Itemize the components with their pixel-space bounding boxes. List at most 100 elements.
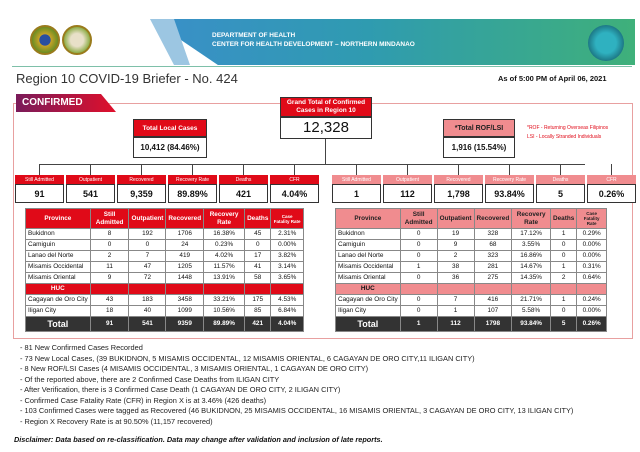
- stat-value: 1: [332, 184, 381, 203]
- tree-connector: [560, 164, 561, 175]
- table-cell: 4.04%: [270, 316, 304, 332]
- table-cell: 36: [436, 272, 475, 284]
- local-cases-label: Total Local Cases: [133, 119, 207, 137]
- table-cell: Misamis Oriental: [25, 272, 91, 284]
- table-cell: 0: [244, 239, 272, 251]
- table-cell: Iligan City: [25, 305, 91, 317]
- org-line2: CENTER FOR HEALTH DEVELOPMENT – NORTHERN…: [212, 41, 415, 48]
- table-cell: 192: [128, 228, 167, 240]
- tree-connector: [39, 164, 40, 175]
- stat-box: Recovery Rate 93.84%: [485, 175, 534, 203]
- huc-label: HUC: [25, 283, 91, 295]
- column-header: Case Fatality Rate: [576, 208, 607, 229]
- org-line1: DEPARTMENT OF HEALTH: [212, 32, 296, 39]
- stat-value: 1,798: [434, 184, 483, 203]
- table-cell: 0: [399, 305, 438, 317]
- column-header: Province: [335, 208, 401, 229]
- table-cell: 33.21%: [203, 294, 246, 306]
- table-cell: 0: [399, 272, 438, 284]
- table-cell: 0.26%: [576, 316, 607, 332]
- table-row: Camiguin 0 9 68 3.55% 0 0.00%: [335, 239, 607, 251]
- table-cell: 4.02%: [203, 250, 246, 262]
- table-cell: 3.55%: [511, 239, 551, 251]
- table-cell: 16.86%: [511, 250, 551, 262]
- legend: *ROF - Returning Overseas Filipinos LSI -…: [527, 124, 608, 142]
- stat-label: Recovery Rate: [485, 175, 534, 184]
- table-cell: 112: [436, 316, 475, 332]
- table-cell: 107: [473, 305, 513, 317]
- table-cell: 3458: [165, 294, 205, 306]
- local-cases-box: Total Local Cases 10,412 (84.46%): [133, 119, 207, 158]
- table-cell: 1205: [165, 261, 205, 273]
- table-cell: 7: [128, 250, 167, 262]
- stat-box: Still Admitted 1: [332, 175, 381, 203]
- table-cell: Lanao del Norte: [335, 250, 401, 262]
- column-header: Still Admitted: [399, 208, 438, 229]
- table-cell: 1: [436, 305, 475, 317]
- table-cell: 43: [89, 294, 130, 306]
- stat-value: 0.26%: [587, 184, 636, 203]
- legend-lsi: LSI - Locally Stranded Individuals: [527, 134, 602, 140]
- column-header: Case Fatality Rate: [270, 208, 304, 229]
- table-cell: 24: [165, 239, 205, 251]
- tree-connector: [141, 164, 142, 175]
- table-cell: 0: [399, 250, 438, 262]
- table-cell: 47: [128, 261, 167, 273]
- table-cell: 5.58%: [511, 305, 551, 317]
- table-cell: Lanao del Norte: [25, 250, 91, 262]
- stat-box: Recovered 9,359: [117, 175, 166, 203]
- stat-label: CFR: [587, 175, 636, 184]
- table-row: Lanao del Norte 2 7 419 4.02% 17 3.82%: [25, 250, 304, 262]
- virus-icon: [588, 25, 624, 61]
- column-header: Recovered: [165, 208, 205, 229]
- divider: [12, 66, 632, 67]
- table-cell: 0: [549, 305, 578, 317]
- table-cell: 38: [436, 261, 475, 273]
- table-cell: 416: [473, 294, 513, 306]
- table-cell: 19: [436, 228, 475, 240]
- confirmed-tag: CONFIRMED: [16, 94, 116, 112]
- table-cell: Total: [335, 316, 401, 332]
- table-cell: 0.00%: [576, 250, 607, 262]
- stat-box: Deaths 421: [219, 175, 268, 203]
- table-row: Bukidnon 0 19 328 17.12% 1 0.29%: [335, 228, 607, 240]
- table-cell: 421: [244, 316, 272, 332]
- table-cell: 41: [244, 261, 272, 273]
- grand-total-label: Grand Total of Confirmed Cases in Region…: [280, 97, 372, 117]
- tree-connector: [325, 139, 326, 164]
- table-cell: 7: [436, 294, 475, 306]
- tree-connector: [40, 164, 585, 165]
- table-cell: 3.82%: [270, 250, 304, 262]
- grand-total-box: Grand Total of Confirmed Cases in Region…: [280, 97, 372, 139]
- tree-connector: [294, 164, 295, 175]
- stat-box: CFR 0.26%: [587, 175, 636, 203]
- table-cell: 0: [549, 250, 578, 262]
- org-name: DEPARTMENT OF HEALTH CENTER FOR HEALTH DE…: [212, 31, 415, 49]
- table-row: Cagayan de Oro City 43 183 3458 33.21% 175 4.5…: [25, 294, 304, 306]
- table-cell: 3.14%: [270, 261, 304, 273]
- column-header: Province: [25, 208, 91, 229]
- table-cell: 0.23%: [203, 239, 246, 251]
- column-header: Deaths: [244, 208, 272, 229]
- table-cell: Misamis Occidental: [25, 261, 91, 273]
- chd-seal-logo: [62, 25, 92, 55]
- stat-box: CFR 4.04%: [270, 175, 319, 203]
- rof-lsi-label: *Total ROF/LSI: [443, 119, 515, 137]
- disclaimer: Disclaimer: Data based on re-classificat…: [14, 435, 383, 444]
- table-cell: 45: [244, 228, 272, 240]
- stat-box: Recovery Rate 89.89%: [168, 175, 217, 203]
- bullet-item: - 73 New Local Cases, (39 BUKIDNON, 5 MI…: [20, 353, 475, 363]
- table-cell: 9: [436, 239, 475, 251]
- table-cell: 10.56%: [203, 305, 246, 317]
- table-cell: 1: [399, 316, 438, 332]
- stat-label: Still Admitted: [332, 175, 381, 184]
- table-cell: 0.00%: [270, 239, 304, 251]
- huc-row: HUC: [335, 283, 607, 295]
- table-cell: 4.53%: [270, 294, 304, 306]
- stat-box: Outpatient 541: [66, 175, 115, 203]
- table-cell: Bukidnon: [335, 228, 401, 240]
- table-cell: 175: [244, 294, 272, 306]
- stat-label: Outpatient: [66, 175, 115, 184]
- stat-label: Recovered: [117, 175, 166, 184]
- table-cell: 323: [473, 250, 513, 262]
